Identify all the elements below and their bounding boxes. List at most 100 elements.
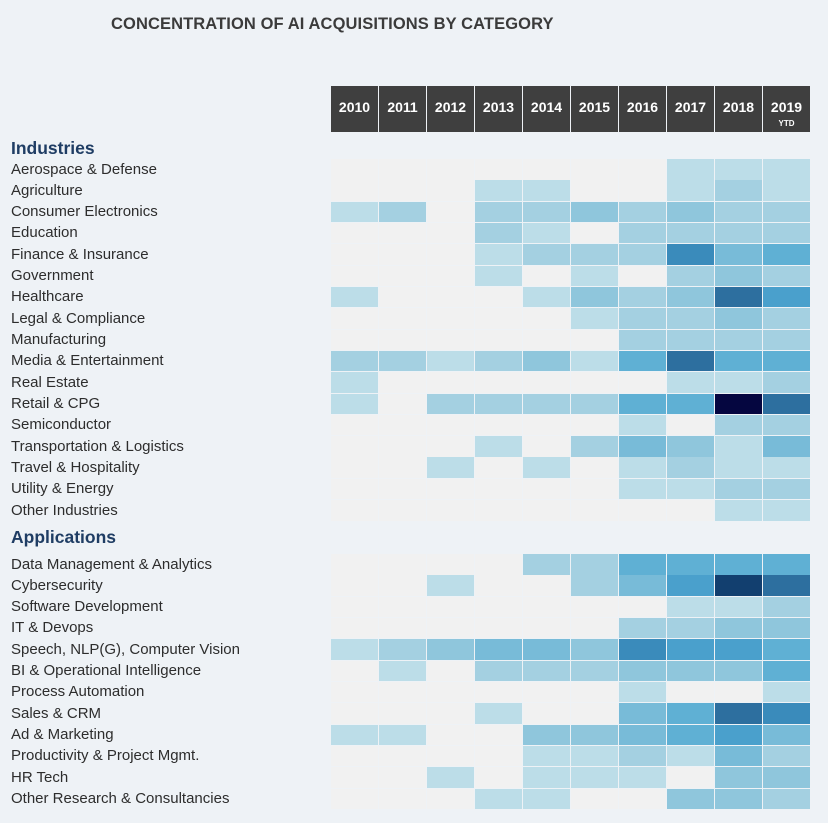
heatmap-cell [427, 393, 474, 415]
heatmap-cell [475, 372, 522, 393]
heatmap-cell [571, 244, 618, 265]
heatmap-cell [667, 724, 714, 746]
heatmap-cell [379, 414, 426, 436]
heatmap-cell [379, 478, 426, 500]
heatmap-cell [667, 639, 714, 660]
heatmap-cell [763, 554, 810, 575]
heatmap-cell [427, 554, 474, 575]
heatmap-cell [715, 244, 762, 265]
heatmap-cell [715, 596, 762, 618]
year-header-2017: 2017 [667, 86, 714, 132]
heatmap-cell [763, 478, 810, 500]
heatmap-cell [667, 308, 714, 329]
heatmap-cell [619, 329, 666, 351]
heatmap-cell [379, 617, 426, 639]
heatmap-cell [667, 201, 714, 223]
heatmap-cell [715, 660, 762, 682]
heatmap-cell [571, 457, 618, 478]
heatmap-cell [619, 372, 666, 393]
heatmap-cell [619, 500, 666, 521]
heatmap-cell [475, 554, 522, 575]
heatmap-cell [427, 286, 474, 308]
heatmap-cell [571, 596, 618, 618]
heatmap-cell [523, 372, 570, 393]
row-label: Retail & CPG [11, 395, 101, 413]
heatmap-cell [667, 617, 714, 639]
heatmap-cell [571, 180, 618, 201]
heatmap-cell [571, 617, 618, 639]
heatmap-cell [619, 436, 666, 457]
heatmap-cell [667, 457, 714, 478]
heatmap-cell [331, 201, 378, 223]
heatmap-cell [667, 788, 714, 810]
section-header-applications: Applications [11, 527, 117, 547]
heatmap-cell [475, 180, 522, 201]
heatmap-cell [523, 554, 570, 575]
year-sublabel: YTD [778, 119, 795, 128]
heatmap-cell [571, 414, 618, 436]
heatmap-cell [715, 703, 762, 724]
heatmap-cell [715, 286, 762, 308]
heatmap-cell [523, 436, 570, 457]
heatmap-cell [619, 244, 666, 265]
heatmap-cell [427, 457, 474, 478]
chart-title: CONCENTRATION OF AI ACQUISITIONS BY CATE… [111, 15, 554, 33]
heatmap-cell [379, 724, 426, 746]
heatmap-cell [523, 745, 570, 767]
heatmap-cell [427, 681, 474, 703]
heatmap-cell [331, 617, 378, 639]
row-label: Government [11, 267, 94, 285]
heatmap-cell [475, 222, 522, 244]
heatmap-cell [475, 244, 522, 265]
heatmap-cell [763, 500, 810, 521]
heatmap-cell [763, 286, 810, 308]
heatmap-cell [523, 639, 570, 660]
heatmap-cell [379, 500, 426, 521]
heatmap-cell [715, 159, 762, 180]
heatmap-cell [523, 596, 570, 618]
heatmap-cell [475, 596, 522, 618]
heatmap-cell [379, 286, 426, 308]
year-label: 2011 [387, 99, 418, 115]
row-label: Healthcare [11, 288, 84, 306]
heatmap-cell [571, 724, 618, 746]
heatmap-cell [715, 222, 762, 244]
heatmap-cell [331, 436, 378, 457]
heatmap-cell [379, 308, 426, 329]
heatmap-cell [331, 457, 378, 478]
heatmap-cell [523, 265, 570, 287]
heatmap-cell [619, 660, 666, 682]
heatmap-cell [715, 457, 762, 478]
heatmap-cell [427, 767, 474, 788]
heatmap-cell [427, 724, 474, 746]
heatmap-cell [667, 350, 714, 372]
heatmap-cell [331, 222, 378, 244]
heatmap-cell [619, 767, 666, 788]
heatmap-cell [475, 350, 522, 372]
section-header-industries: Industries [11, 138, 95, 158]
row-label: Other Research & Consultancies [11, 790, 230, 808]
heatmap-cell [427, 372, 474, 393]
heatmap-cell [331, 660, 378, 682]
heatmap-cell [331, 767, 378, 788]
heatmap-cell [379, 329, 426, 351]
heatmap-cell [571, 681, 618, 703]
heatmap-cell [715, 788, 762, 810]
heatmap-cell [475, 265, 522, 287]
heatmap-cell [379, 681, 426, 703]
year-header-2010: 2010 [331, 86, 378, 132]
heatmap-cell [667, 329, 714, 351]
heatmap-cell [427, 575, 474, 596]
heatmap-cell [331, 180, 378, 201]
heatmap-cell [571, 286, 618, 308]
heatmap-cell [427, 703, 474, 724]
heatmap-cell [763, 265, 810, 287]
heatmap-cell [379, 393, 426, 415]
heatmap-cell [763, 767, 810, 788]
heatmap-cell [571, 788, 618, 810]
heatmap-cell [379, 596, 426, 618]
year-header-2016: 2016 [619, 86, 666, 132]
heatmap-cell [619, 703, 666, 724]
heatmap-cell [619, 617, 666, 639]
heatmap-cell [379, 639, 426, 660]
